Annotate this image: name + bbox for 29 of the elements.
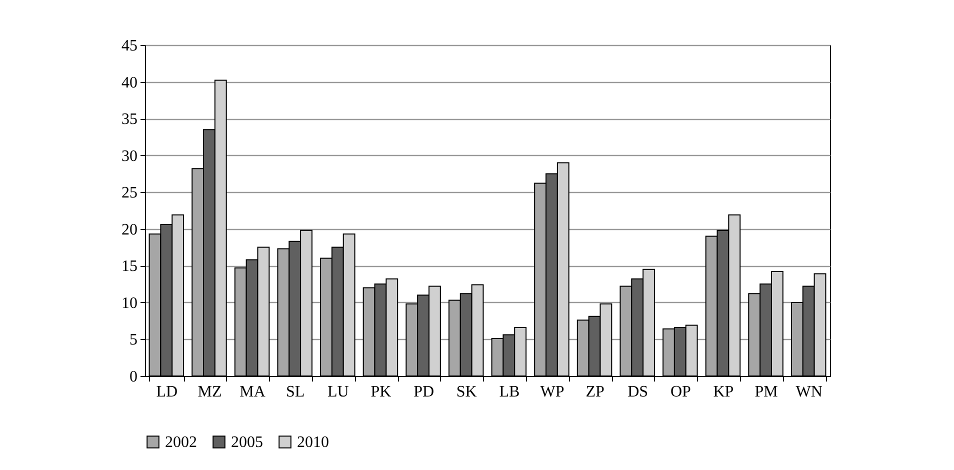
x-tick-label: ZP	[586, 384, 604, 400]
y-tick-label: 10	[122, 294, 138, 312]
x-tick-label: SK	[456, 384, 478, 400]
legend-label: 2002	[165, 434, 197, 451]
y-tick-label: 45	[122, 38, 138, 54]
x-tick-label: DS	[628, 384, 648, 400]
y-tick-label: 30	[122, 148, 138, 165]
y-tick-label: 35	[122, 111, 138, 128]
y-tick-label: 5	[130, 332, 138, 349]
x-tick-label: PD	[414, 384, 434, 400]
x-tick-label: WP	[540, 384, 564, 400]
x-tick-label: KP	[713, 384, 734, 400]
y-tick-label: 25	[122, 184, 138, 202]
y-tick-label: 15	[122, 258, 138, 276]
x-tick-label: WN	[796, 384, 823, 400]
legend-label: 2005	[231, 434, 263, 451]
legend-label: 2010	[297, 434, 329, 451]
x-tick-label: OP	[670, 384, 691, 400]
x-tick-label: SL	[286, 384, 305, 400]
x-tick-label: MA	[240, 384, 266, 400]
x-tick-label: LD	[156, 384, 178, 400]
y-tick-label: 40	[122, 74, 138, 92]
x-tick-label: LB	[499, 384, 520, 400]
y-tick-label: 20	[122, 221, 138, 238]
x-tick-label: LU	[327, 384, 350, 400]
x-tick-label: PM	[754, 384, 778, 400]
y-tick-label: 0	[130, 368, 138, 386]
x-tick-label: PK	[370, 384, 392, 400]
x-tick-label: MZ	[198, 384, 222, 400]
